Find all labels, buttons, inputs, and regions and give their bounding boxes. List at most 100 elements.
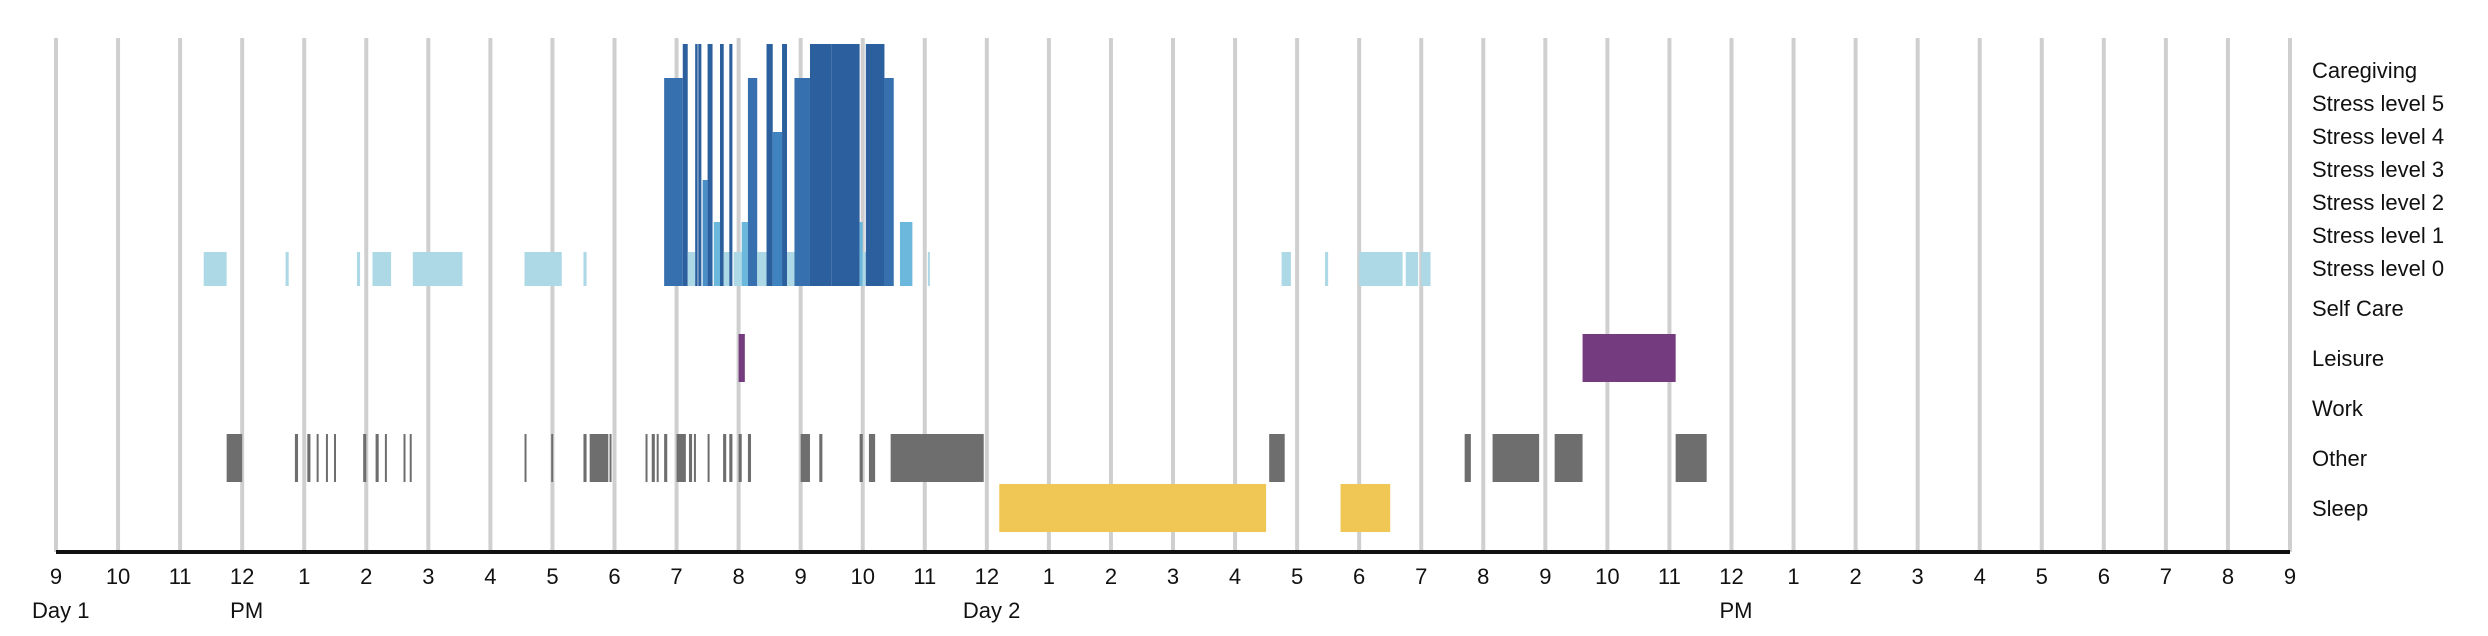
row-label-stress2: Stress level 2 xyxy=(2312,190,2444,215)
stress-bar xyxy=(719,44,724,286)
row-label-stress0: Stress level 0 xyxy=(2312,256,2444,281)
x-tick-label: 1 xyxy=(298,564,310,589)
x-tick-label: 6 xyxy=(608,564,620,589)
day-label: Day 2 xyxy=(963,598,1020,623)
stress-bar xyxy=(412,252,463,286)
x-tick-label: 7 xyxy=(1415,564,1427,589)
row-label-caregiving: Caregiving xyxy=(2312,58,2417,83)
x-tick-label: 4 xyxy=(484,564,496,589)
other-bar xyxy=(409,434,412,482)
stress-bar xyxy=(583,252,587,286)
stress-bar xyxy=(859,222,863,286)
other-bar xyxy=(1464,434,1471,482)
other-bar xyxy=(294,434,299,482)
day-label: Day 1 xyxy=(32,598,89,623)
x-tick-label: 12 xyxy=(230,564,254,589)
other-bar xyxy=(859,434,863,482)
other-bar xyxy=(1675,434,1707,482)
stress-bar xyxy=(927,252,930,286)
other-bar xyxy=(226,434,243,482)
stress-bar xyxy=(766,44,773,286)
stress-bar xyxy=(831,44,860,286)
stress-bar xyxy=(723,252,730,286)
interval-bars xyxy=(203,44,1707,532)
stress-bar xyxy=(899,222,913,286)
sleep-bar xyxy=(999,484,1267,532)
x-tick-label: 9 xyxy=(50,564,62,589)
other-bar xyxy=(403,434,406,482)
stress-bar xyxy=(757,252,767,286)
x-tick-label: 5 xyxy=(1291,564,1303,589)
other-bar xyxy=(738,434,742,482)
x-tick-label: 11 xyxy=(1658,564,1681,589)
stress-bar xyxy=(687,252,696,286)
stress-bar xyxy=(698,44,702,286)
stress-bar xyxy=(809,44,832,286)
other-bar xyxy=(868,434,876,482)
stress-bar xyxy=(787,252,795,286)
other-bar xyxy=(583,434,587,482)
other-bar xyxy=(747,434,752,482)
row-label-stress5: Stress level 5 xyxy=(2312,91,2444,116)
leisure-bar xyxy=(738,334,745,382)
x-tick-label: 9 xyxy=(2284,564,2296,589)
x-tick-label: 8 xyxy=(1477,564,1489,589)
other-bar xyxy=(729,434,733,482)
time-axis: 9 10 11 12 1 2 3 4 5 6 7 8 9 10 11 12 1 2 3 4 5 6 7 8 9 10 11 12 1 2 3… xyxy=(32,550,2296,623)
other-bar xyxy=(723,434,727,482)
x-tick-label: 4 xyxy=(1974,564,1986,589)
row-label-other: Other xyxy=(2312,446,2367,471)
other-bar xyxy=(589,434,609,482)
x-tick-label: 12 xyxy=(1719,564,1743,589)
x-tick-label: 2 xyxy=(1849,564,1861,589)
row-label-selfcare: Self Care xyxy=(2312,296,2404,321)
other-bar xyxy=(524,434,527,482)
other-bar xyxy=(307,434,311,482)
other-bar xyxy=(656,434,659,482)
x-tick-label: 6 xyxy=(1353,564,1365,589)
stress-bar xyxy=(682,44,688,286)
other-bar xyxy=(609,434,612,482)
stress-bar xyxy=(1281,252,1291,286)
x-tick-label: 10 xyxy=(106,564,130,589)
other-bar xyxy=(1269,434,1285,482)
stress-bar xyxy=(782,44,788,286)
other-bar xyxy=(1492,434,1540,482)
x-tick-label: 10 xyxy=(850,564,874,589)
other-bar xyxy=(688,434,693,482)
stress-bar xyxy=(862,252,866,286)
stress-bar xyxy=(865,44,885,286)
stress-bar xyxy=(733,252,742,286)
row-labels: Caregiving Stress level 5 Stress level 4 St… xyxy=(2312,58,2444,521)
x-tick-label: 10 xyxy=(1595,564,1619,589)
other-bar xyxy=(707,434,710,482)
stress-bar xyxy=(747,78,758,286)
x-tick-label: 5 xyxy=(2036,564,2048,589)
x-tick-label: 3 xyxy=(1167,564,1179,589)
row-label-leisure: Leisure xyxy=(2312,346,2384,371)
pm-label: PM xyxy=(230,598,263,623)
other-bar xyxy=(334,434,337,482)
x-tick-label: 5 xyxy=(546,564,558,589)
other-bar xyxy=(1554,434,1583,482)
x-tick-label: 3 xyxy=(422,564,434,589)
other-bar xyxy=(890,434,984,482)
x-tick-label: 2 xyxy=(360,564,372,589)
stress-bar xyxy=(524,252,562,286)
x-tick-label: 2 xyxy=(1105,564,1117,589)
sleep-bar xyxy=(1340,484,1391,532)
stress-bar xyxy=(285,252,289,286)
x-tick-label: 11 xyxy=(913,564,936,589)
stress-bar xyxy=(695,44,698,286)
stress-bar xyxy=(741,222,748,286)
stress-bar xyxy=(729,44,733,286)
x-tick-label: 1 xyxy=(1043,564,1055,589)
pm-label: PM xyxy=(1720,598,1753,623)
stress-bar xyxy=(1325,252,1329,286)
other-bar xyxy=(693,434,696,482)
other-bar xyxy=(645,434,648,482)
other-bar xyxy=(651,434,655,482)
x-tick-label: 7 xyxy=(2160,564,2172,589)
stress-bar xyxy=(1359,252,1403,286)
